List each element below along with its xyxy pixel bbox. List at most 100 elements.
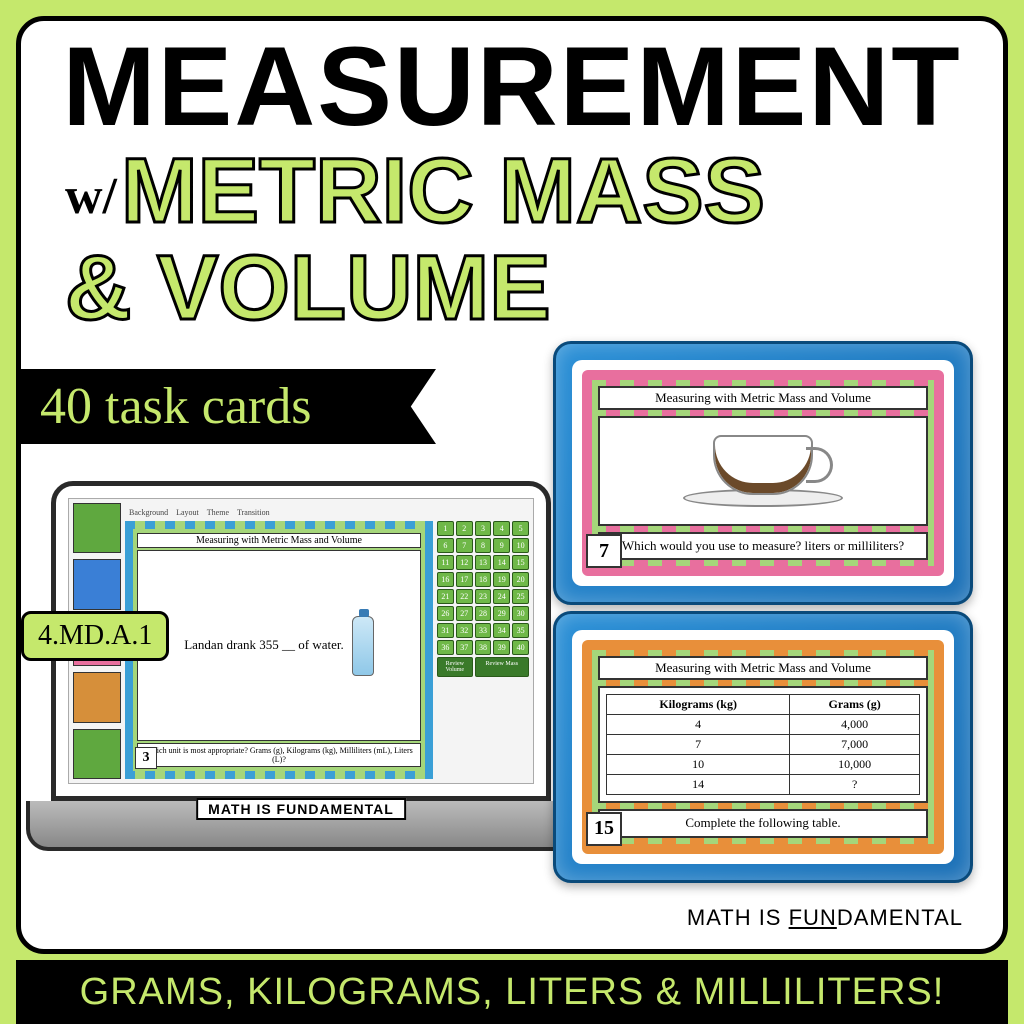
grid-num: 38 bbox=[475, 640, 492, 655]
number-grid: 1234567891011121314151617181920212223242… bbox=[437, 521, 529, 779]
grid-num: 30 bbox=[512, 606, 529, 621]
td: 14 bbox=[607, 775, 790, 795]
grid-num: 15 bbox=[512, 555, 529, 570]
brand-pre: MATH IS bbox=[687, 905, 789, 930]
grid-num: 31 bbox=[437, 623, 454, 638]
td: ? bbox=[790, 775, 920, 795]
toolbar-item: Layout bbox=[176, 508, 199, 517]
title-line3: & VOLUME bbox=[45, 240, 979, 337]
brand-post: DAMENTAL bbox=[837, 905, 963, 930]
grid-num: 5 bbox=[512, 521, 529, 536]
grid-num: 24 bbox=[493, 589, 510, 604]
td: 4,000 bbox=[790, 715, 920, 735]
slide-body: Landan drank 355 __ of water. bbox=[137, 550, 421, 741]
td: 4 bbox=[607, 715, 790, 735]
grid-num: 36 bbox=[437, 640, 454, 655]
grid-num: 21 bbox=[437, 589, 454, 604]
grid-num: 18 bbox=[475, 572, 492, 587]
th: Grams (g) bbox=[790, 695, 920, 715]
title-line2-text: METRIC MASS bbox=[121, 140, 765, 242]
grid-num: 12 bbox=[456, 555, 473, 570]
standard-badge: 4.MD.A.1 bbox=[21, 611, 169, 661]
water-bottle-icon bbox=[352, 616, 374, 676]
grid-num: 11 bbox=[437, 555, 454, 570]
thumb bbox=[73, 672, 121, 722]
review-mass: Review Mass bbox=[475, 657, 529, 677]
grid-num: 9 bbox=[493, 538, 510, 553]
grid-num: 3 bbox=[475, 521, 492, 536]
grid-num: 7 bbox=[456, 538, 473, 553]
grid-num: 34 bbox=[493, 623, 510, 638]
slide-body-text: Landan drank 355 __ of water. bbox=[184, 637, 344, 654]
brand-fun: FUN bbox=[789, 905, 837, 930]
grid-num: 6 bbox=[437, 538, 454, 553]
grid-num: 1 bbox=[437, 521, 454, 536]
case-base: Measuring with Metric Mass and Volume Ki… bbox=[553, 611, 973, 882]
td: 7,000 bbox=[790, 735, 920, 755]
title-line1: MEASUREMENT bbox=[45, 31, 979, 143]
review-volume: Review Volume bbox=[437, 657, 473, 677]
grid-num: 27 bbox=[456, 606, 473, 621]
grid-num: 33 bbox=[475, 623, 492, 638]
td: 7 bbox=[607, 735, 790, 755]
toolbar-item: Transition bbox=[237, 508, 270, 517]
title-prefix: w/ bbox=[65, 168, 117, 225]
kg-grams-table: Kilograms (kg)Grams (g) 44,000 77,000 10… bbox=[606, 694, 920, 795]
task-cards-ribbon: 40 task cards bbox=[16, 369, 436, 444]
toolbar-item: Theme bbox=[207, 508, 229, 517]
grid-num: 16 bbox=[437, 572, 454, 587]
td: 10,000 bbox=[790, 755, 920, 775]
laptop-illustration: Background Layout Theme Transition Measu… bbox=[51, 481, 551, 851]
card-number: 15 bbox=[586, 812, 622, 846]
card-number: 7 bbox=[586, 534, 622, 568]
grid-num: 26 bbox=[437, 606, 454, 621]
slide-number: 3 bbox=[135, 747, 157, 769]
laptop-brand-label: MATH IS FUNDAMENTAL bbox=[196, 798, 406, 820]
grid-num: 23 bbox=[475, 589, 492, 604]
grid-num: 13 bbox=[475, 555, 492, 570]
card-body: Kilograms (kg)Grams (g) 44,000 77,000 10… bbox=[598, 686, 928, 803]
coffee-cup-icon bbox=[683, 435, 843, 507]
brand-tag: MATH IS FUNDAMENTAL bbox=[687, 905, 963, 931]
card-title: Measuring with Metric Mass and Volume bbox=[598, 386, 928, 410]
grid-num: 19 bbox=[493, 572, 510, 587]
th: Kilograms (kg) bbox=[607, 695, 790, 715]
title-line2: w/METRIC MASS bbox=[45, 143, 979, 240]
thumb bbox=[73, 729, 121, 779]
main-slide: Measuring with Metric Mass and Volume La… bbox=[125, 521, 433, 779]
card-case: Measuring with Metric Mass and Volume Wh… bbox=[553, 341, 973, 889]
grid-num: 29 bbox=[493, 606, 510, 621]
thumb bbox=[73, 559, 121, 609]
grid-num: 8 bbox=[475, 538, 492, 553]
grid-num: 39 bbox=[493, 640, 510, 655]
task-card-15: Measuring with Metric Mass and Volume Ki… bbox=[572, 630, 954, 863]
grid-num: 40 bbox=[512, 640, 529, 655]
card-body bbox=[598, 416, 928, 526]
card-question: Which would you use to measure? liters o… bbox=[598, 532, 928, 560]
card-title: Measuring with Metric Mass and Volume bbox=[598, 656, 928, 680]
grid-num: 10 bbox=[512, 538, 529, 553]
grid-num: 4 bbox=[493, 521, 510, 536]
bottom-banner-text: GRAMS, KILOGRAMS, LITERS & MILLILITERS! bbox=[80, 971, 945, 1014]
grid-num: 35 bbox=[512, 623, 529, 638]
task-card-7: Measuring with Metric Mass and Volume Wh… bbox=[572, 360, 954, 586]
grid-num: 25 bbox=[512, 589, 529, 604]
bottom-banner: GRAMS, KILOGRAMS, LITERS & MILLILITERS! bbox=[16, 960, 1008, 1024]
grid-num: 2 bbox=[456, 521, 473, 536]
grid-num: 14 bbox=[493, 555, 510, 570]
case-lid: Measuring with Metric Mass and Volume Wh… bbox=[553, 341, 973, 605]
grid-num: 37 bbox=[456, 640, 473, 655]
slides-toolbar: Background Layout Theme Transition bbox=[125, 503, 529, 521]
toolbar-item: Background bbox=[129, 508, 168, 517]
grid-num: 20 bbox=[512, 572, 529, 587]
td: 10 bbox=[607, 755, 790, 775]
card-question: Complete the following table. bbox=[598, 809, 928, 837]
grid-num: 28 bbox=[475, 606, 492, 621]
grid-num: 17 bbox=[456, 572, 473, 587]
thumb bbox=[73, 503, 121, 553]
grid-num: 22 bbox=[456, 589, 473, 604]
slide-title: Measuring with Metric Mass and Volume bbox=[137, 533, 421, 548]
ribbon-text: 40 task cards bbox=[40, 378, 311, 435]
slide-question: Which unit is most appropriate? Grams (g… bbox=[137, 743, 421, 767]
grid-num: 32 bbox=[456, 623, 473, 638]
